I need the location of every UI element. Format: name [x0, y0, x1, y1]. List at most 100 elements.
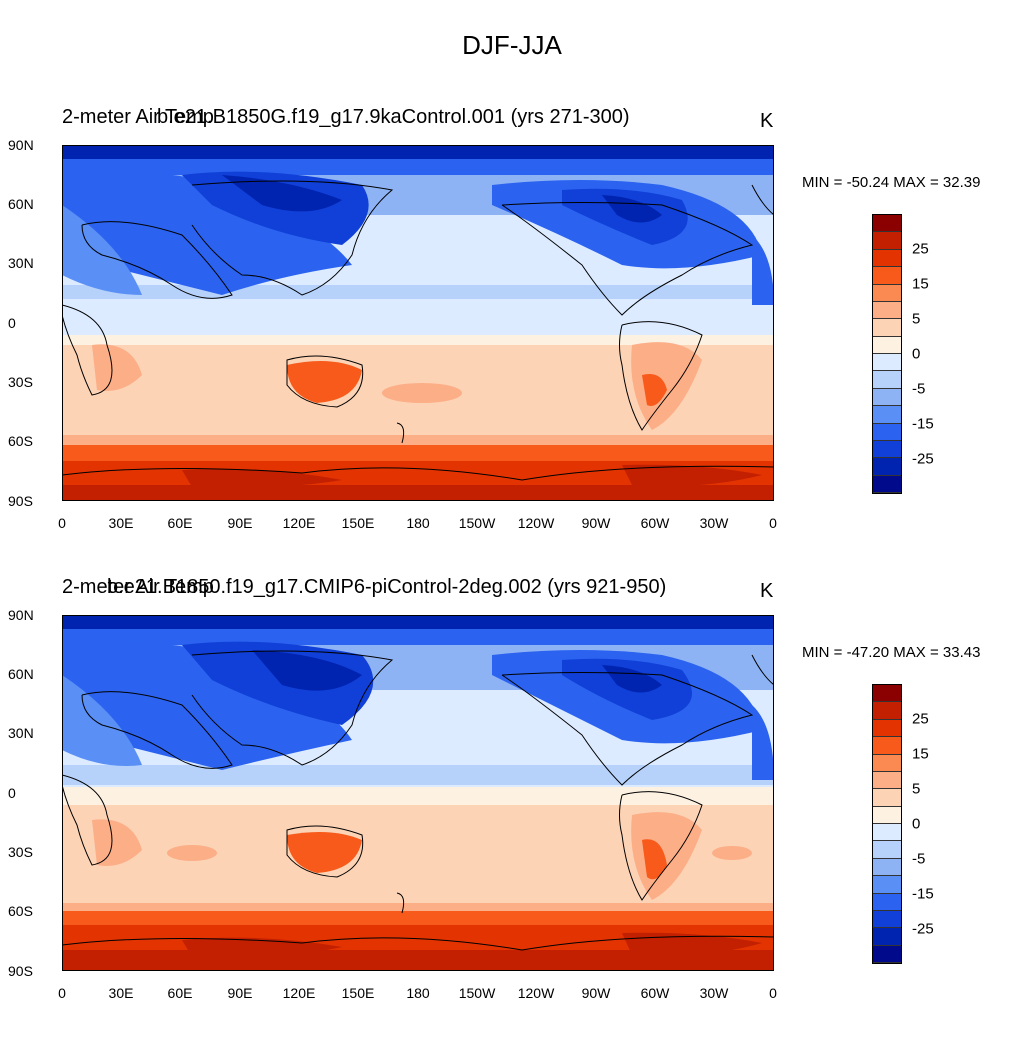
- lon-label: 60E: [167, 515, 193, 531]
- colorbar-label: -15: [912, 885, 934, 903]
- panel-bottom: 2-meter Air Temp b.e21.B1850.f19_g17.CMI…: [0, 576, 1024, 1050]
- lon-label: 150W: [458, 515, 496, 531]
- colorbar-segment: [873, 910, 901, 929]
- colorbar-label: 5: [912, 780, 921, 798]
- lon-label: 150E: [341, 515, 375, 531]
- colorbar-segment: [873, 371, 901, 389]
- colorbar-label: 25: [912, 240, 929, 258]
- lon-label: 90E: [227, 985, 253, 1001]
- minmax-label: MIN = -50.24 MAX = 32.39: [802, 174, 981, 191]
- colorbar-segment: [873, 702, 901, 720]
- map-field: [62, 145, 774, 501]
- colorbar-segment: [873, 440, 901, 459]
- lon-label: 90W: [581, 985, 611, 1001]
- lon-label: 60W: [640, 515, 670, 531]
- colorbar-segment: [873, 249, 901, 268]
- colorbar-segment: [873, 284, 901, 302]
- colorbar-segment: [873, 876, 901, 894]
- colorbar-label: -5: [912, 380, 926, 398]
- lat-label: 60S: [8, 903, 33, 919]
- lon-label: 120W: [517, 515, 555, 531]
- lon-label: 60E: [167, 985, 193, 1001]
- lat-label: 30S: [8, 844, 33, 860]
- lon-label: 150W: [458, 985, 496, 1001]
- colorbar-label: 15: [912, 275, 929, 293]
- panel-title: 2-meter Air Temp b.e21.B1850.f19_g17.CMI…: [62, 576, 666, 599]
- colorbar-label: 0: [912, 815, 921, 833]
- colorbar-segment: [873, 423, 901, 441]
- lat-label: 60N: [8, 196, 34, 212]
- colorbar-label: 25: [912, 710, 929, 728]
- lon-label: 120E: [282, 515, 316, 531]
- colorbar-segment: [873, 267, 901, 285]
- temperature-map: [62, 145, 774, 501]
- colorbar-segment: [873, 824, 901, 842]
- lon-label: 30W: [699, 515, 729, 531]
- lat-label: 0: [8, 785, 16, 801]
- lat-label: 90N: [8, 137, 34, 153]
- panel-top: 2-meter Air Temp b.e21.B1850G.f19_g17.9k…: [0, 106, 1024, 580]
- colorbar-segment: [873, 319, 901, 337]
- colorbar-segment: [873, 336, 901, 354]
- colorbar-label: -25: [912, 920, 934, 938]
- lon-label: 30E: [108, 515, 134, 531]
- colorbar-label: 0: [912, 345, 921, 363]
- colorbar-label: -15: [912, 415, 934, 433]
- map-field: [62, 615, 774, 971]
- colorbar-segment: [873, 789, 901, 807]
- colorbar-segment: [873, 719, 901, 738]
- lon-label: 0: [769, 515, 777, 531]
- colorbar-label: -5: [912, 850, 926, 868]
- colorbar-segment: [873, 754, 901, 772]
- temperature-map: [62, 615, 774, 971]
- panel-title: 2-meter Air Temp b.e21.B1850G.f19_g17.9k…: [62, 106, 630, 129]
- variable-title: 2-meter Air Temp: [62, 106, 214, 128]
- colorbar-label: 15: [912, 745, 929, 763]
- units-label: K: [760, 580, 774, 602]
- colorbar-segment: [873, 354, 901, 372]
- colorbar-segment: [873, 928, 901, 946]
- colorbar-segment: [873, 406, 901, 424]
- lat-label: 90N: [8, 607, 34, 623]
- colorbar-segment: [873, 475, 901, 493]
- lon-label: 180: [406, 515, 430, 531]
- colorbar: [872, 214, 902, 494]
- lon-label: 0: [769, 985, 777, 1001]
- lat-label: 30N: [8, 255, 34, 271]
- lon-label: 30W: [699, 985, 729, 1001]
- colorbar-segment: [873, 301, 901, 320]
- colorbar-segment: [873, 388, 901, 407]
- lon-label: 120E: [282, 985, 316, 1001]
- lon-label: 30E: [108, 985, 134, 1001]
- units-label: K: [760, 110, 774, 132]
- colorbar-segment: [873, 215, 901, 233]
- lon-label: 0: [58, 515, 66, 531]
- colorbar-segment: [873, 858, 901, 877]
- lon-label: 60W: [640, 985, 670, 1001]
- colorbar-label: -25: [912, 450, 934, 468]
- variable-title: 2-meter Air Temp: [62, 576, 214, 598]
- lon-label: 120W: [517, 985, 555, 1001]
- colorbar-segment: [873, 771, 901, 790]
- lat-label: 90S: [8, 963, 33, 979]
- minmax-label: MIN = -47.20 MAX = 33.43: [802, 644, 981, 661]
- lat-label: 30N: [8, 725, 34, 741]
- lat-label: 0: [8, 315, 16, 331]
- lon-label: 90W: [581, 515, 611, 531]
- lat-label: 30S: [8, 374, 33, 390]
- case-title: b.e21.B1850.f19_g17.CMIP6-piControl-2deg…: [107, 576, 667, 598]
- colorbar-segment: [873, 806, 901, 824]
- lon-label: 150E: [341, 985, 375, 1001]
- colorbar-segment: [873, 685, 901, 703]
- colorbar: [872, 684, 902, 964]
- colorbar-segment: [873, 737, 901, 755]
- colorbar-segment: [873, 893, 901, 911]
- lat-label: 60S: [8, 433, 33, 449]
- lat-label: 60N: [8, 666, 34, 682]
- colorbar-segment: [873, 232, 901, 250]
- colorbar-segment: [873, 458, 901, 476]
- colorbar-label: 5: [912, 310, 921, 328]
- lon-label: 0: [58, 985, 66, 1001]
- lon-label: 180: [406, 985, 430, 1001]
- colorbar-segment: [873, 945, 901, 963]
